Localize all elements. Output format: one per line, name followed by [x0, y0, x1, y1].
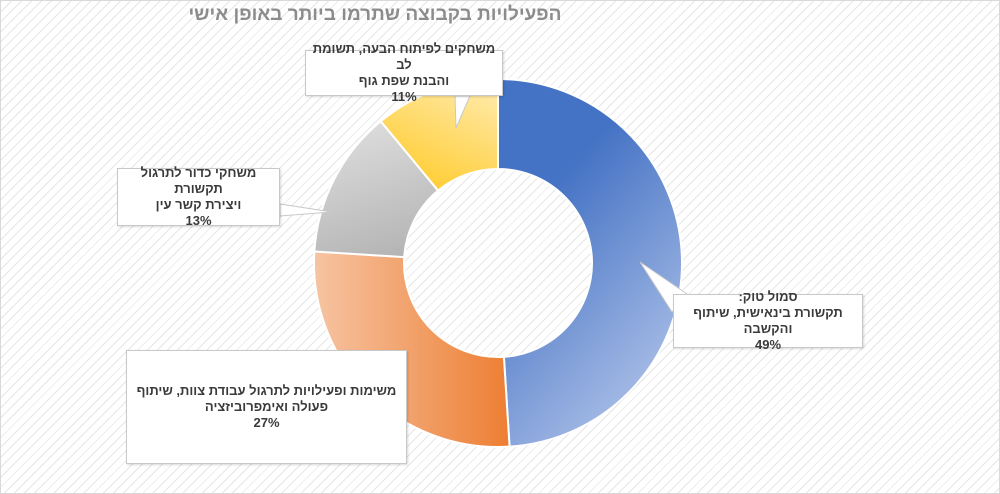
slice-small-talk — [497, 77, 684, 448]
data-label-line1: סמול טוק: — [738, 289, 798, 304]
chart-title: הפעילויות בקבוצה שתרמו ביותר באופן אישי — [188, 4, 562, 25]
data-label-line1: משחקי כדור לתרגול תקשורת — [140, 165, 257, 196]
data-label-line2: תקשורת בינאישית, שיתוף והקשבה — [693, 305, 843, 336]
data-label-line2: פעולה ואימפרוביזציה — [204, 399, 329, 414]
data-label-line1: משחקים לפיתוח הבעה, תשומת לב — [312, 41, 496, 72]
data-label-ball-games: משחקי כדור לתרגול תקשורת ויצירת קשר עין … — [117, 165, 280, 228]
data-label-line2: והבנת שפת גוף — [358, 73, 450, 88]
slice-teamwork — [313, 250, 511, 448]
data-label-expression-games: משחקים לפיתוח הבעה, תשומת לב והבנת שפת ג… — [305, 41, 503, 104]
data-label-small-talk: סמול טוק: תקשורת בינאישית, שיתוף והקשבה … — [673, 289, 863, 352]
data-label-teamwork: משימות ופעילויות לתרגול עבודת צוות, שיתו… — [126, 350, 407, 464]
data-label-value: 27% — [253, 415, 280, 430]
data-label-value: 11% — [391, 89, 417, 104]
data-label-value: 13% — [185, 213, 212, 228]
callout-pointer — [454, 95, 471, 129]
callout-pointer — [279, 203, 333, 217]
data-label-line2: ויצירת קשר עין — [155, 197, 242, 212]
data-label-value: 49% — [754, 337, 782, 352]
data-label-line1: משימות ופעילויות לתרגול עבודת צוות, שיתו… — [136, 383, 397, 398]
